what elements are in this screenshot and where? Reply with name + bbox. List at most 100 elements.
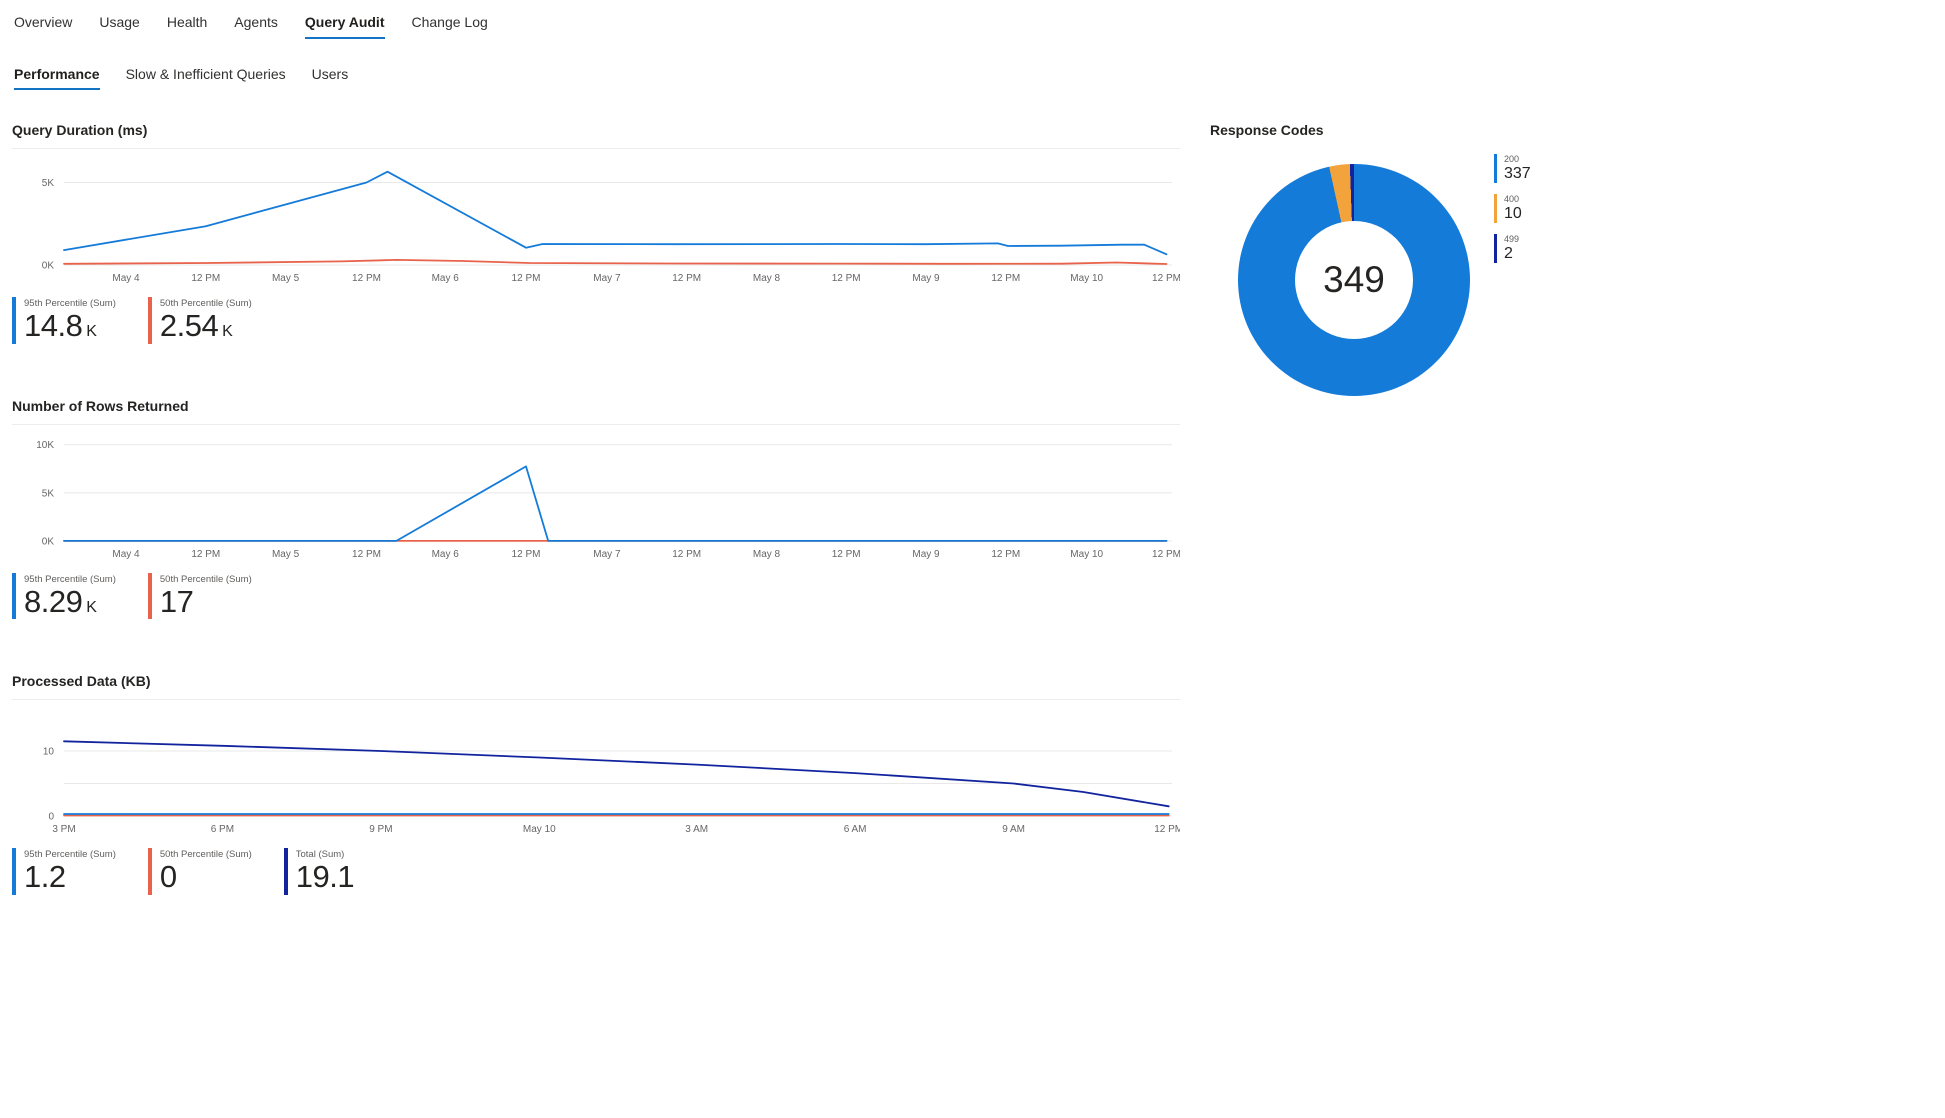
series-line[interactable]	[63, 740, 1170, 808]
tab-change-log[interactable]: Change Log	[411, 14, 488, 30]
x-axis-tick-label: 6 PM	[211, 824, 234, 835]
x-axis-tick-label: May 10	[1070, 273, 1103, 284]
series-line[interactable]	[63, 259, 1168, 265]
x-axis-tick-label: 9 AM	[1002, 824, 1025, 835]
query-duration-chart[interactable]: 0K 5K May 4 12 PM May 5 12 PM May 6 12 PM May 7 1…	[12, 151, 1180, 289]
legend-kpi-card: 50th Percentile (Sum) 2.54 K	[147, 297, 252, 344]
donut-total: 349	[1323, 259, 1385, 300]
series-line[interactable]	[63, 170, 1168, 256]
charts-column: Query Duration (ms) 0K 5K May 4 12 PM May 5 1…	[12, 118, 1180, 945]
y-axis-tick-label: 10	[43, 747, 55, 758]
processed-data-legend: 95th Percentile (Sum) 1.2 50th Percentil…	[12, 848, 1180, 896]
x-axis-tick-label: 12 PM	[512, 549, 541, 560]
tab-overview[interactable]: Overview	[14, 14, 73, 30]
x-axis-tick-label: 3 PM	[52, 824, 75, 835]
legend-kpi-label: 50th Percentile (Sum)	[159, 849, 252, 861]
rows-returned-legend: 95th Percentile (Sum) 8.29 K 50th Percen…	[12, 572, 1180, 620]
sub-nav: Performance Slow & Inefficient Queries U…	[14, 64, 348, 90]
donut-legend-value: 337	[1504, 165, 1531, 182]
processed-data-chart[interactable]: 0 10 3 PM 6 PM 9 PM May 10 3 AM 6 AM 9 AM 12 PM	[12, 702, 1180, 840]
legend-kpi-card: 50th Percentile (Sum) 17	[147, 572, 252, 620]
legend-kpi-value: 0	[159, 859, 177, 895]
y-axis-tick-label: 10K	[36, 440, 54, 451]
response-codes-title: Response Codes	[1210, 122, 1324, 138]
x-axis-tick-label: 12 PM	[991, 273, 1020, 284]
legend-kpi-card: 95th Percentile (Sum) 1.2	[12, 848, 116, 896]
x-axis-tick-label: May 7	[593, 549, 621, 560]
legend-kpi-card: Total (Sum) 19.1	[283, 848, 355, 896]
donut-legend-value: 2	[1504, 245, 1513, 262]
series-line[interactable]	[63, 465, 1168, 542]
donut-center: 349	[1295, 221, 1413, 339]
x-axis-tick-label: May 4	[112, 549, 140, 560]
y-axis-tick-label: 0K	[42, 536, 55, 547]
query-duration-title: Query Duration (ms)	[12, 118, 1180, 149]
x-axis-tick-label: 9 PM	[369, 824, 392, 835]
x-axis-tick-label: May 7	[593, 273, 621, 284]
donut-legend-item[interactable]: 200 337	[1494, 154, 1531, 183]
donut-legend: 200 337 400 10 499 2	[1494, 154, 1531, 263]
tab-users[interactable]: Users	[311, 66, 349, 82]
tab-query-audit[interactable]: Query Audit	[304, 12, 385, 39]
donut-legend-value: 10	[1504, 205, 1522, 222]
x-axis-tick-label: May 6	[432, 273, 460, 284]
processed-data-section: Processed Data (KB) 0 10 3 PM 6 PM 9 PM May 1…	[12, 669, 1180, 896]
response-codes-chart: 349 200 337 400 10 499 2	[1210, 154, 1610, 396]
legend-kpi-label: 50th Percentile (Sum)	[159, 298, 252, 309]
x-axis-tick-label: May 4	[112, 273, 140, 284]
legend-kpi-label: 95th Percentile (Sum)	[24, 573, 116, 585]
x-axis-tick-label: 12 PM	[832, 273, 861, 284]
donut-legend-item[interactable]: 400 10	[1494, 194, 1531, 223]
tab-agents[interactable]: Agents	[234, 14, 278, 30]
x-axis-tick-label: 12 PM	[352, 273, 381, 284]
donut-legend-code: 200	[1504, 154, 1520, 164]
x-axis-tick-label: 12 PM	[1152, 273, 1180, 284]
y-axis-tick-label: 5K	[42, 488, 55, 499]
x-axis-tick-label: 12 PM	[991, 549, 1020, 560]
x-axis-tick-label: May 5	[272, 549, 300, 560]
x-axis-tick-label: 12 PM	[191, 549, 220, 560]
query-duration-legend: 95th Percentile (Sum) 14.8 K 50th Percen…	[12, 297, 1180, 344]
tab-slow-inefficient-queries[interactable]: Slow & Inefficient Queries	[125, 66, 286, 82]
query-duration-section: Query Duration (ms) 0K 5K May 4 12 PM May 5 1…	[12, 118, 1180, 344]
x-axis-tick-label: 12 PM	[1154, 824, 1180, 835]
processed-data-title: Processed Data (KB)	[12, 669, 1180, 701]
x-axis-tick-label: 12 PM	[832, 549, 861, 560]
legend-kpi-label: Total (Sum)	[295, 849, 345, 861]
y-axis-tick-label: 0K	[42, 261, 55, 272]
tab-usage[interactable]: Usage	[99, 14, 140, 30]
rows-returned-title: Number of Rows Returned	[12, 394, 1180, 425]
x-axis-tick-label: May 5	[272, 273, 300, 284]
legend-kpi-card: 95th Percentile (Sum) 8.29 K	[12, 572, 116, 620]
legend-kpi-card: 50th Percentile (Sum) 0	[147, 848, 252, 896]
x-axis-tick-label: 12 PM	[512, 273, 541, 284]
x-axis-tick-label: May 10	[1070, 549, 1103, 560]
legend-kpi-value: 17	[159, 583, 194, 619]
y-axis-tick-label: 5K	[42, 178, 55, 189]
response-codes-panel: Response Codes 349 200 337 400 10 499 2	[1210, 118, 1610, 396]
legend-kpi-value: 1.2	[24, 859, 66, 895]
x-axis-tick-label: May 8	[753, 273, 781, 284]
legend-kpi-value: 14.8 K	[24, 308, 97, 343]
legend-kpi-value: 8.29 K	[24, 583, 97, 619]
donut-legend-item[interactable]: 499 2	[1494, 234, 1531, 263]
x-axis-tick-label: May 6	[432, 549, 460, 560]
rows-returned-chart[interactable]: 0K 5K 10K May 4 12 PM May 5 12 PM May 6 12 PM May…	[12, 427, 1180, 565]
donut-legend-code: 400	[1504, 194, 1520, 204]
legend-kpi-card: 95th Percentile (Sum) 14.8 K	[12, 297, 116, 344]
legend-kpi-value: 19.1	[295, 859, 355, 895]
top-nav: Overview Usage Health Agents Query Audit…	[14, 12, 488, 39]
x-axis-tick-label: May 10	[523, 824, 556, 835]
legend-kpi-value: 2.54 K	[159, 308, 233, 343]
x-axis-tick-label: 12 PM	[191, 273, 220, 284]
tab-performance[interactable]: Performance	[14, 64, 100, 90]
x-axis-tick-label: 12 PM	[352, 549, 381, 560]
legend-kpi-label: 95th Percentile (Sum)	[24, 298, 116, 309]
donut-ring[interactable]: 349	[1238, 164, 1470, 396]
x-axis-tick-label: 12 PM	[672, 549, 701, 560]
y-axis-tick-label: 0	[48, 812, 54, 823]
tab-health[interactable]: Health	[166, 14, 208, 30]
legend-kpi-label: 50th Percentile (Sum)	[159, 573, 252, 585]
x-axis-tick-label: 12 PM	[1152, 549, 1180, 560]
